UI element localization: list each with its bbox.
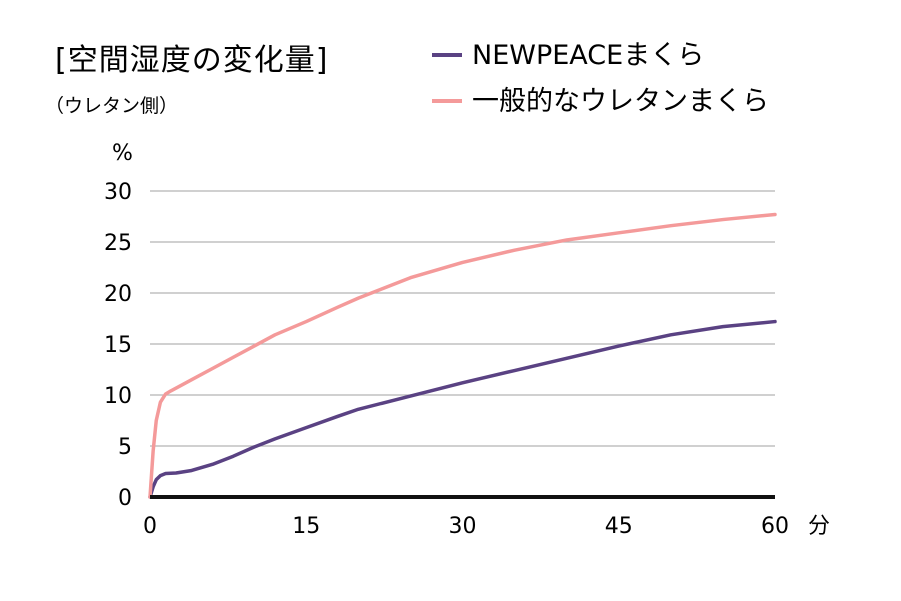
x-axis-unit: 分 xyxy=(808,514,830,539)
x-tick-label: 30 xyxy=(449,514,477,539)
y-axis-unit: % xyxy=(112,141,133,166)
y-tick-labels: 0 5 10 15 20 25 30 xyxy=(104,180,132,511)
x-tick-labels: 0 15 30 45 60 xyxy=(143,514,789,539)
y-tick-label: 15 xyxy=(104,333,132,358)
y-tick-label: 0 xyxy=(118,486,132,511)
x-tick-label: 0 xyxy=(143,514,157,539)
chart-subtitle: （ウレタン側） xyxy=(45,95,178,117)
x-tick-label: 15 xyxy=(292,514,320,539)
y-tick-label: 30 xyxy=(104,180,132,205)
gridlines xyxy=(150,190,775,447)
legend-label-urethane: 一般的なウレタンまくら xyxy=(472,86,769,117)
series-lines xyxy=(148,212,777,499)
legend: NEWPEACEまくら 一般的なウレタンまくら xyxy=(432,40,769,117)
legend-label-newpeace: NEWPEACEまくら xyxy=(472,40,704,71)
y-tick-label: 10 xyxy=(104,384,132,409)
y-tick-label: 5 xyxy=(118,435,132,460)
series-line-newpeace xyxy=(148,319,777,499)
chart-title: [空間湿度の変化量] xyxy=(55,43,328,78)
x-tick-label: 60 xyxy=(761,514,789,539)
y-tick-label: 25 xyxy=(104,231,132,256)
x-tick-label: 45 xyxy=(605,514,633,539)
y-tick-label: 20 xyxy=(104,282,132,307)
series-line-urethane xyxy=(148,212,777,499)
